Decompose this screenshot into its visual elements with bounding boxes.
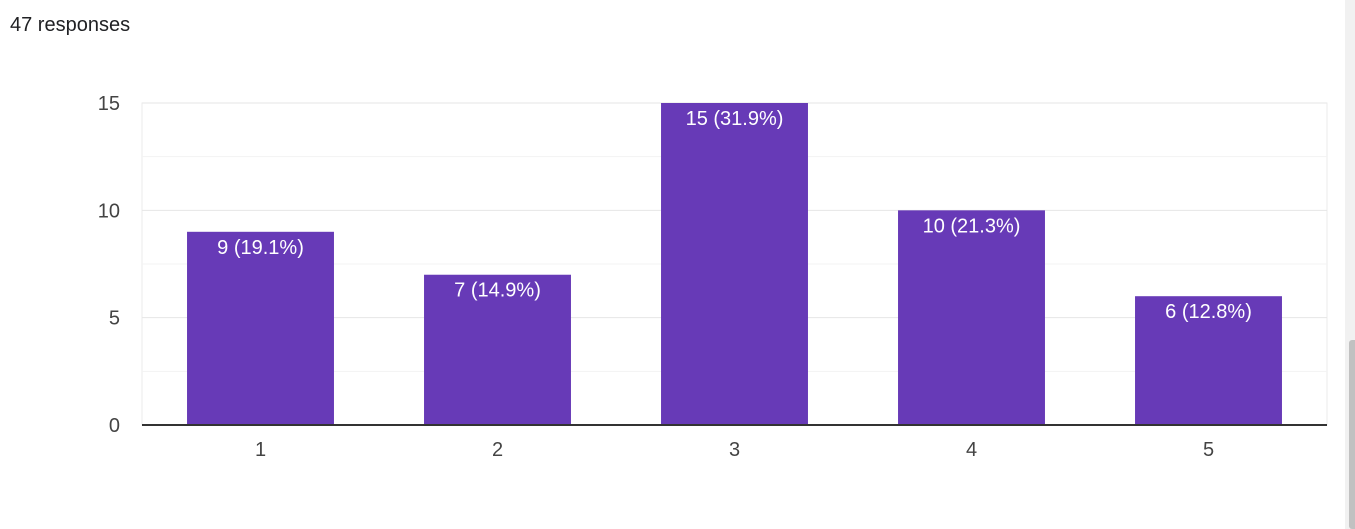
bar: [424, 274, 571, 425]
bar: [1135, 296, 1282, 425]
x-tick-label: 2: [492, 439, 503, 461]
x-tick-label: 4: [966, 439, 977, 461]
bar-data-label: 7 (14.9%): [454, 280, 541, 302]
y-tick-label: 0: [109, 415, 120, 437]
x-tick-label: 5: [1203, 439, 1214, 461]
x-tick-label: 3: [729, 439, 740, 461]
y-tick-label: 10: [98, 200, 120, 222]
scrollbar-track[interactable]: [1345, 0, 1355, 529]
bar-data-label: 15 (31.9%): [686, 108, 784, 130]
y-tick-label: 15: [98, 93, 120, 115]
responses-count: 47 responses: [10, 14, 131, 36]
bar-data-label: 6 (12.8%): [1165, 301, 1252, 323]
y-tick-label: 5: [109, 308, 120, 330]
bar: [187, 231, 334, 425]
bar-data-label: 9 (19.1%): [217, 237, 304, 259]
bar: [661, 103, 808, 425]
bar: [898, 210, 1045, 425]
scrollbar-thumb[interactable]: [1349, 340, 1355, 529]
x-tick-label: 1: [255, 439, 266, 461]
bar-data-label: 10 (21.3%): [923, 215, 1021, 237]
